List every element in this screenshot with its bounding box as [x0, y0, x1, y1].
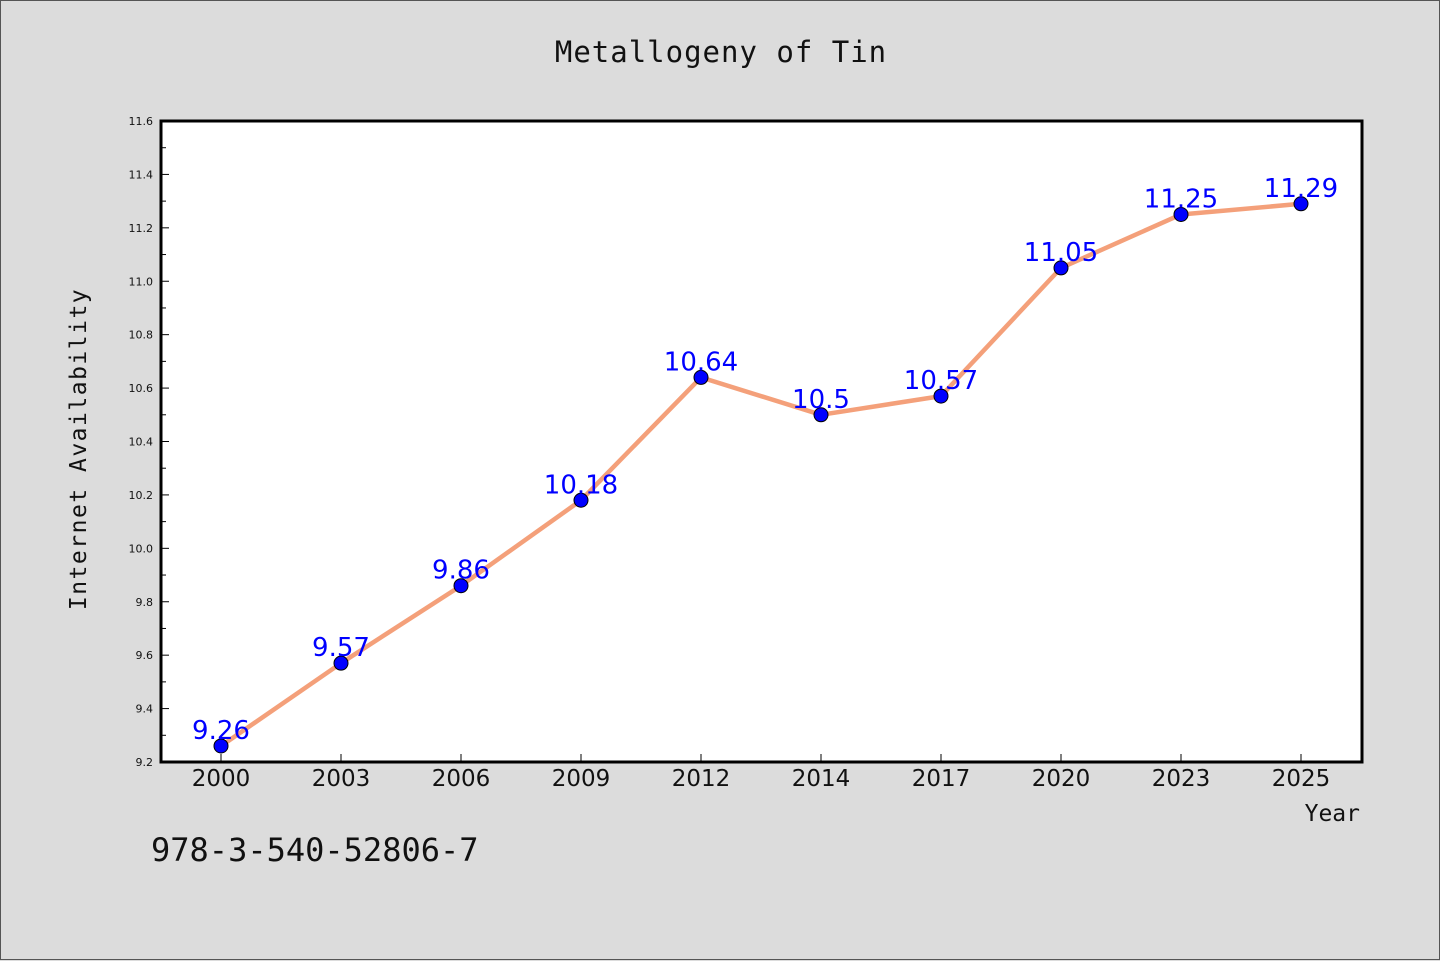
data-label: 11.29 [1264, 174, 1338, 204]
x-tick-label: 2025 [1272, 766, 1331, 792]
data-label: 11.05 [1024, 238, 1098, 268]
y-tick-label: 10.4 [129, 436, 154, 449]
y-tick-label: 9.2 [136, 756, 154, 769]
data-label: 10.5 [792, 385, 850, 415]
data-point [1293, 196, 1309, 212]
x-tick-label: 2020 [1032, 766, 1091, 792]
data-label: 9.26 [192, 716, 250, 746]
footer-id: 978-3-540-52806-7 [151, 831, 479, 869]
data-labels: 9.26 9.57 9.86 10.18 10.64 10.5 10.57 11.05 11.2… [192, 174, 1338, 746]
y-axis-label: Internet Availability [66, 288, 92, 610]
y-tick-label: 10.2 [129, 489, 154, 502]
y-tick-label: 9.6 [136, 649, 154, 662]
data-point [1173, 206, 1189, 222]
data-label: 11.25 [1144, 184, 1218, 214]
y-tick-label: 11.0 [129, 275, 154, 288]
x-tick-label: 2009 [552, 766, 611, 792]
data-label: 9.86 [432, 556, 490, 586]
data-point [933, 388, 949, 404]
x-tick-label: 2014 [792, 766, 851, 792]
y-tick-label: 10.0 [129, 542, 154, 555]
data-point [1053, 260, 1069, 276]
series-markers [213, 196, 1309, 754]
x-tick-label: 2006 [432, 766, 491, 792]
y-tick-label: 10.8 [129, 329, 154, 342]
y-tick-label: 11.4 [129, 168, 154, 181]
data-label: 10.18 [544, 470, 618, 500]
y-tick-label: 9.4 [136, 703, 154, 716]
data-point [813, 407, 829, 423]
x-tick-label: 2003 [312, 766, 371, 792]
y-tick-label: 10.6 [129, 382, 154, 395]
y-tick-label: 11.6 [129, 115, 154, 128]
data-point [213, 738, 229, 754]
y-tick-label: 11.2 [129, 222, 154, 235]
data-point [333, 655, 349, 671]
x-tick-label: 2000 [192, 766, 251, 792]
data-point [453, 578, 469, 594]
y-axis: 9.2 9.4 9.6 9.8 10.0 10.2 10.4 10.6 10.8 11.0 11.2… [129, 115, 169, 769]
plot-area [159, 119, 1364, 764]
series-line [218, 201, 1304, 749]
data-label: 10.57 [904, 366, 978, 396]
data-point [573, 492, 589, 508]
x-tick-label: 2023 [1152, 766, 1211, 792]
data-label: 10.64 [664, 347, 738, 377]
x-tick-label: 2012 [672, 766, 731, 792]
x-axis-label: Year [1305, 801, 1360, 827]
data-point [693, 369, 709, 385]
data-label: 9.57 [312, 633, 370, 663]
y-tick-label: 9.8 [136, 596, 154, 609]
x-tick-label: 2017 [912, 766, 971, 792]
x-axis: 2000 2003 2006 2009 2012 2014 2017 2020 2023 2025 [192, 754, 1331, 792]
chart-title: Metallogeny of Tin [554, 35, 888, 69]
